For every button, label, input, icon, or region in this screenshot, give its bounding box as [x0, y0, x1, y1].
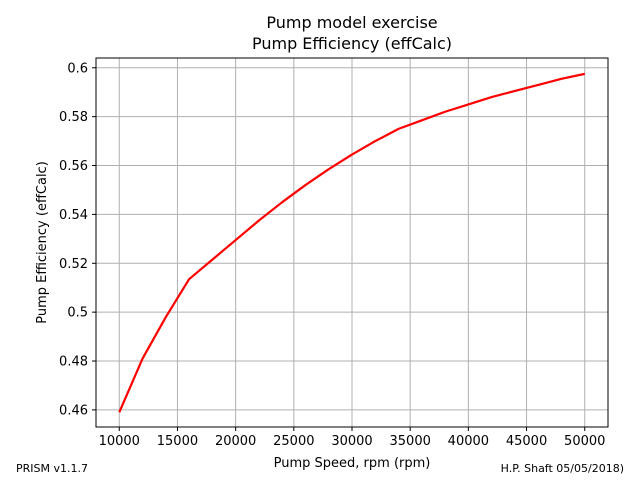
y-tick-label: 0.5 — [67, 306, 88, 321]
y-tick-label: 0.48 — [59, 355, 88, 370]
x-tick-label: 45000 — [506, 434, 547, 449]
y-axis-label: Pump Efficiency (effCalc) — [35, 161, 50, 324]
x-tick-label: 50000 — [564, 434, 605, 449]
x-tick-label: 10000 — [99, 434, 140, 449]
x-tick-label: 35000 — [390, 434, 431, 449]
y-tick-label: 0.54 — [59, 208, 88, 223]
y-tick-label: 0.6 — [67, 61, 88, 76]
y-tick-label: 0.56 — [59, 159, 88, 174]
y-tick-label: 0.46 — [59, 403, 88, 418]
chart-title: Pump model exercise — [266, 13, 437, 32]
y-tick-label: 0.52 — [59, 257, 88, 272]
footer-author-date: H.P. Shaft 05/05/2018) — [500, 462, 624, 475]
footer-version: PRISM v1.1.7 — [16, 462, 88, 475]
ticks: 10000 15000 20000 25000 30000 35000 40000 45000… — [59, 61, 605, 449]
x-tick-label: 25000 — [273, 434, 314, 449]
grid — [96, 58, 608, 427]
plot-area — [118, 72, 585, 413]
x-axis-label: Pump Speed, rpm (rpm) — [274, 456, 431, 471]
series-line — [118, 72, 585, 413]
x-tick-label: 15000 — [157, 434, 198, 449]
y-tick-label: 0.58 — [59, 110, 88, 125]
chart-subtitle: Pump Efficiency (effCalc) — [252, 34, 452, 53]
x-tick-label: 30000 — [331, 434, 372, 449]
x-tick-label: 40000 — [448, 434, 489, 449]
x-tick-label: 20000 — [215, 434, 256, 449]
